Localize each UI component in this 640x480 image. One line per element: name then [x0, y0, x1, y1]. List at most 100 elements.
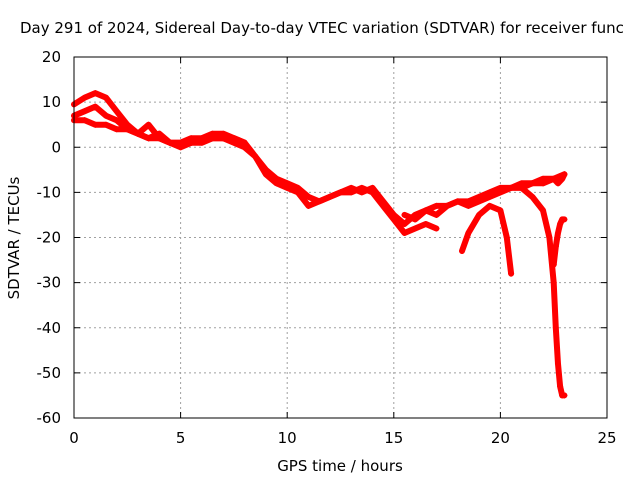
y-tick-label: -40 — [37, 319, 62, 337]
x-tick-label: 10 — [278, 429, 297, 447]
data-point — [348, 189, 355, 196]
data-point — [529, 180, 536, 187]
x-tick-label: 15 — [384, 429, 403, 447]
y-tick-label: -10 — [37, 183, 62, 201]
data-point — [124, 126, 131, 133]
data-point — [198, 139, 205, 146]
data-point — [465, 198, 472, 205]
series-line — [401, 171, 568, 223]
data-point — [412, 225, 419, 232]
data-point — [92, 121, 99, 128]
data-point — [552, 324, 559, 331]
data-point — [529, 193, 536, 200]
data-point — [476, 211, 483, 218]
data-point — [337, 189, 344, 196]
data-point — [316, 198, 323, 205]
data-point — [92, 103, 99, 110]
data-point — [561, 171, 568, 178]
data-point — [145, 121, 152, 128]
data-point — [220, 135, 227, 142]
y-tick-label: -20 — [37, 229, 62, 247]
data-point — [401, 220, 408, 227]
data-point — [561, 216, 568, 223]
plot-frame — [73, 56, 608, 419]
data-point — [554, 360, 561, 367]
y-tick-label: -60 — [37, 409, 62, 427]
data-point — [561, 392, 568, 399]
data-point — [305, 202, 312, 209]
data-point — [554, 229, 561, 236]
data-point — [401, 211, 408, 218]
series-track-6 — [518, 184, 568, 399]
data-point — [497, 207, 504, 214]
data-point — [550, 261, 557, 268]
data-point — [518, 184, 525, 191]
data-point — [422, 207, 429, 214]
x-tick-label: 0 — [69, 429, 79, 447]
chart-title: Day 291 of 2024, Sidereal Day-to-day VTE… — [20, 19, 624, 37]
data-point — [433, 211, 440, 218]
data-point — [422, 220, 429, 227]
data-point — [102, 112, 109, 119]
data-point — [209, 135, 216, 142]
data-point — [230, 135, 237, 142]
data-point — [559, 175, 566, 182]
data-point — [486, 189, 493, 196]
data-point — [113, 117, 120, 124]
data-point — [294, 189, 301, 196]
data-point — [369, 189, 376, 196]
data-point — [113, 126, 120, 133]
data-point — [262, 171, 269, 178]
data-point — [145, 135, 152, 142]
data-point — [81, 117, 88, 124]
data-point — [81, 94, 88, 101]
data-point — [503, 234, 510, 241]
data-point — [476, 193, 483, 200]
data-point — [305, 193, 312, 200]
data-point — [412, 216, 419, 223]
y-tick-labels: -60 -50 -40 -30 -20 -10 0 10 20 — [37, 48, 62, 427]
data-point — [273, 180, 280, 187]
y-tick-label: 0 — [51, 138, 61, 156]
data-point — [81, 108, 88, 115]
series-track-5 — [401, 171, 568, 223]
data-point — [550, 175, 557, 182]
data-point — [113, 108, 120, 115]
series-track-4 — [459, 202, 515, 277]
series-track-7 — [550, 216, 568, 268]
x-axis-label: GPS time / hours — [277, 457, 403, 475]
x-tick-label: 20 — [491, 429, 510, 447]
data-point — [433, 225, 440, 232]
data-point — [252, 153, 259, 160]
data-point — [444, 202, 451, 209]
series-track-3 — [71, 117, 248, 146]
data-point — [284, 184, 291, 191]
data-point — [546, 234, 553, 241]
y-tick-label: -50 — [37, 364, 62, 382]
data-point — [557, 220, 564, 227]
data-point — [557, 383, 564, 390]
data-point — [508, 270, 515, 277]
data-point — [465, 229, 472, 236]
x-tick-labels: 0 5 10 15 20 25 — [69, 429, 616, 447]
x-tick-label: 5 — [176, 429, 186, 447]
series-line — [518, 184, 568, 399]
data-point — [454, 198, 461, 205]
data-point — [540, 207, 547, 214]
data-point — [134, 130, 141, 137]
x-tick-label: 25 — [597, 429, 616, 447]
data-point — [326, 193, 333, 200]
data-point — [102, 121, 109, 128]
data-point — [92, 90, 99, 97]
data-point — [508, 184, 515, 191]
data-point — [552, 243, 559, 250]
data-point — [156, 135, 163, 142]
y-tick-label: 20 — [42, 48, 61, 66]
data-series — [71, 90, 568, 399]
data-point — [486, 202, 493, 209]
data-point — [540, 175, 547, 182]
y-tick-label: -30 — [37, 274, 62, 292]
data-point — [550, 279, 557, 286]
